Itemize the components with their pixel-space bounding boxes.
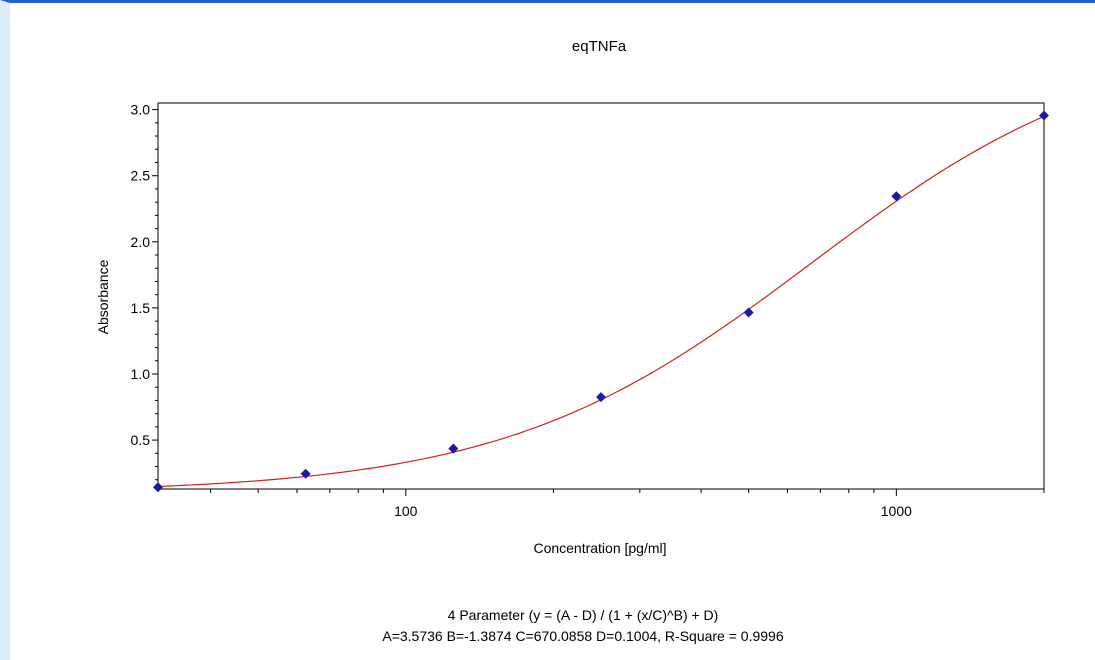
x-tick-label: 1000: [881, 503, 912, 519]
data-point: [448, 443, 459, 454]
y-tick-label: 1.5: [131, 300, 151, 316]
y-minor-ticks: [155, 122, 158, 481]
data-point: [153, 482, 163, 493]
data-point: [1039, 110, 1049, 121]
data-point: [743, 307, 754, 318]
fit-equation: 4 Parameter (y = (A - D) / (1 + (x/C)^B)…: [448, 607, 719, 623]
x-axis-label: Concentration [pg/ml]: [533, 540, 666, 556]
data-point: [596, 392, 606, 403]
y-tick-label: 2.0: [131, 234, 151, 250]
fit-curve: [157, 115, 1045, 488]
data-points: [153, 110, 1049, 493]
x-minor-ticks: [210, 489, 1045, 493]
x-tick-label: 100: [394, 503, 418, 519]
y-tick-label: 2.5: [131, 168, 151, 184]
y-axis-label: Absorbance: [95, 259, 111, 334]
chart-title: eqTNFa: [572, 38, 627, 55]
y-axis-ticks: 0.5 1.0 1.5 2.0 2.5 3.0: [131, 102, 158, 448]
y-tick-label: 0.5: [131, 432, 151, 448]
y-tick-label: 3.0: [131, 102, 151, 118]
data-point: [300, 468, 311, 479]
fit-parameters: A=3.5736 B=-1.3874 C=670.0858 D=0.1004, …: [382, 628, 783, 644]
data-point: [891, 191, 902, 202]
y-tick-label: 1.0: [131, 366, 151, 382]
x-axis-ticks: 100 1000: [394, 489, 912, 519]
plot-area: [157, 102, 1045, 490]
